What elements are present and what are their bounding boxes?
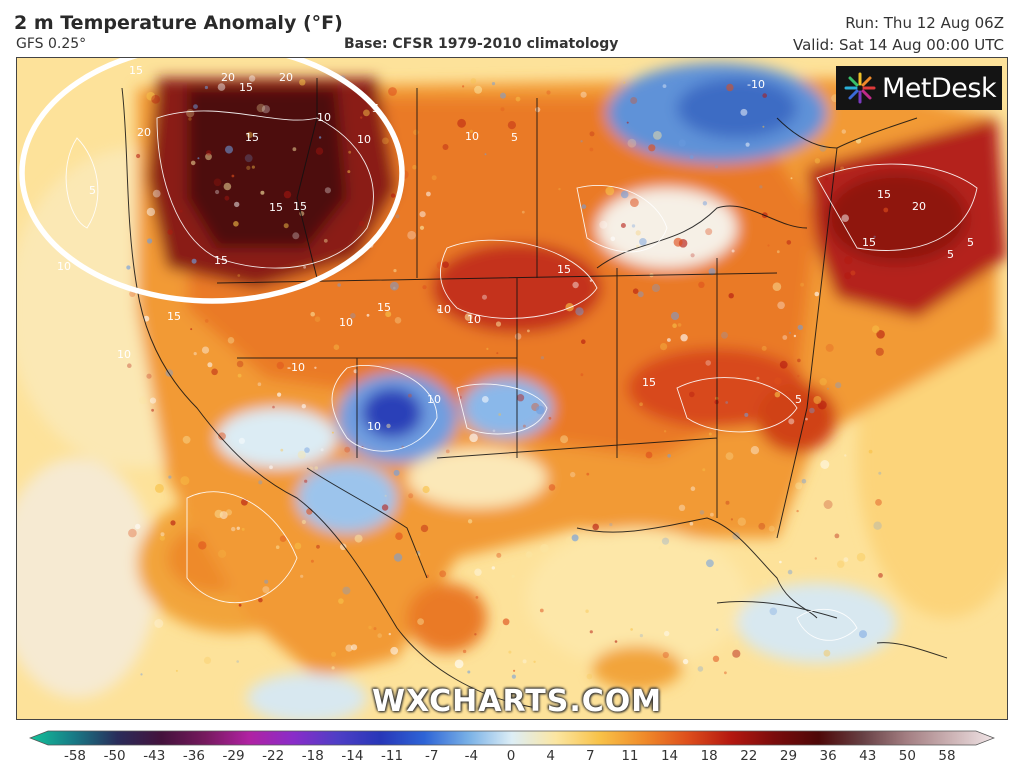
contour-lines	[65, 110, 978, 641]
colorbar-tick: 11	[621, 748, 639, 764]
temperature-anomaly-map: 15 20 15 20 15 5 10 5 10 15 15 15 10 10 5 -10 15 15 20 5 5 15…	[16, 57, 1008, 720]
contour-label: 5	[89, 184, 96, 197]
colorbar-tick: 29	[779, 748, 798, 764]
contour-label: 15	[269, 201, 283, 214]
contour-label: 10	[465, 130, 479, 143]
wxcharts-watermark: WXCHARTS.COM	[372, 684, 663, 719]
contour-label: 15	[293, 200, 307, 213]
valid-time: Valid: Sat 14 Aug 00:00 UTC	[793, 36, 1004, 54]
colorbar-tick: -36	[182, 748, 205, 764]
colorbar-tick: -18	[301, 748, 324, 764]
contour-label: 5	[967, 236, 974, 249]
colorbar-tick: -58	[63, 748, 87, 764]
contour-label: 15	[377, 301, 391, 314]
contour-label: 15	[214, 254, 228, 267]
colorbar-tick: -7	[424, 748, 439, 764]
colorbar-gradient	[29, 730, 995, 746]
contour-label: 10	[437, 303, 451, 316]
colorbar-tick: 58	[938, 748, 956, 764]
contour-label: 15	[877, 188, 891, 201]
colorbar-tick: 0	[506, 748, 516, 764]
colorbar	[0, 726, 1024, 784]
colorbar-tick: 4	[546, 748, 555, 764]
colorbar-tick: 18	[700, 748, 718, 764]
colorbar-tick: 7	[585, 748, 595, 764]
metdesk-logo: MetDesk	[836, 66, 1002, 110]
colorbar-tick: -4	[464, 748, 479, 764]
colorbar-tick: -14	[341, 748, 364, 764]
contour-label: 5	[1007, 231, 1008, 244]
metdesk-starburst-icon	[844, 72, 876, 104]
highlight-circle	[19, 58, 405, 304]
contour-label: 20	[137, 126, 151, 139]
logo-text: MetDesk	[882, 72, 997, 104]
colorbar-tick: -50	[103, 748, 126, 764]
anomaly-speckles	[126, 75, 889, 680]
chart-title: 2 m Temperature Anomaly (°F)	[14, 12, 343, 34]
contour-label: -10	[287, 361, 305, 374]
model-label: GFS 0.25°	[16, 36, 87, 52]
contour-label: 15	[245, 131, 259, 144]
contour-label: 15	[642, 376, 656, 389]
contour-label: 10	[339, 316, 353, 329]
contour-label: 20	[912, 200, 926, 213]
contour-label: 15	[167, 310, 181, 323]
contour-label: -10	[747, 78, 765, 91]
contour-label: 10	[427, 393, 441, 406]
colorbar-tick: 22	[740, 748, 758, 764]
contour-label: 15	[557, 263, 571, 276]
colorbar-tick: -11	[381, 748, 404, 764]
contour-label: 20	[279, 71, 293, 84]
contour-label: 15	[862, 236, 876, 249]
contour-label: 10	[317, 111, 331, 124]
colorbar-tick: 43	[859, 748, 877, 764]
run-time: Run: Thu 12 Aug 06Z	[845, 14, 1004, 32]
contour-label: 20	[221, 71, 235, 84]
contour-label: 10	[367, 420, 381, 433]
contour-label: 10	[357, 133, 371, 146]
contour-label: 10	[117, 348, 131, 361]
colorbar-tick: -43	[143, 748, 166, 764]
political-borders	[121, 78, 948, 709]
colorbar-tick: -22	[262, 748, 285, 764]
contour-label: 10	[57, 260, 71, 273]
contour-label: 5	[795, 393, 802, 406]
contour-label: 10	[467, 313, 481, 326]
climatology-base: Base: CFSR 1979-2010 climatology	[344, 36, 619, 52]
contour-label: 5	[947, 248, 954, 261]
colorbar-tick: 36	[819, 748, 837, 764]
contour-label: 15	[239, 81, 253, 94]
colorbar-tick: -29	[222, 748, 245, 764]
colorbar-tick: 50	[898, 748, 916, 764]
colorbar-tick: 14	[660, 748, 679, 764]
contour-label: 5	[511, 131, 518, 144]
contour-label: 15	[129, 64, 143, 77]
